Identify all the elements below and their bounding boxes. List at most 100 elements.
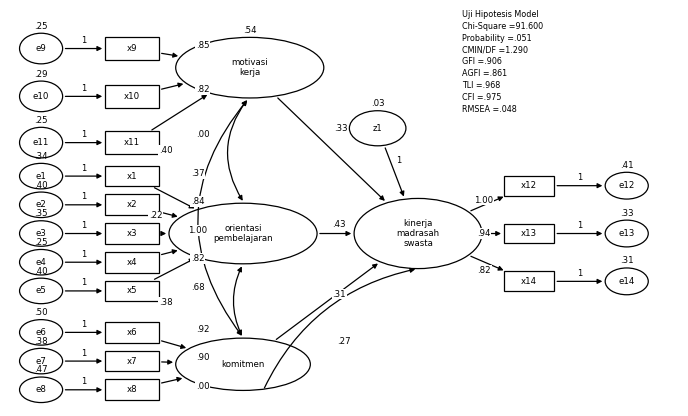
Bar xyxy=(105,322,159,343)
Text: 1: 1 xyxy=(81,320,87,329)
Text: e12: e12 xyxy=(619,181,635,190)
Text: x10: x10 xyxy=(124,92,140,101)
Text: Uji Hipotesis Model
Chi-Square =91.600
Probability =.051
CMIN/DF =1.290
GFI =.90: Uji Hipotesis Model Chi-Square =91.600 P… xyxy=(462,10,543,114)
Bar xyxy=(105,194,159,215)
Text: 1: 1 xyxy=(577,173,583,182)
Text: x14: x14 xyxy=(521,277,537,286)
Text: e4: e4 xyxy=(36,258,47,267)
Text: e9: e9 xyxy=(36,44,47,53)
Text: z1: z1 xyxy=(373,124,383,133)
Text: .40: .40 xyxy=(34,181,48,190)
Text: .82: .82 xyxy=(477,266,491,275)
Text: x12: x12 xyxy=(521,181,537,190)
Text: e14: e14 xyxy=(619,277,635,286)
Text: .40: .40 xyxy=(34,267,48,276)
Text: .33: .33 xyxy=(620,208,634,218)
Text: x13: x13 xyxy=(521,229,537,238)
Text: .25: .25 xyxy=(34,116,48,125)
Bar xyxy=(105,351,159,371)
Text: x3: x3 xyxy=(127,229,138,238)
Text: .84: .84 xyxy=(191,197,205,206)
Bar xyxy=(504,224,555,243)
Text: .47: .47 xyxy=(34,366,48,374)
Text: kinerja
madrasah
swasta: kinerja madrasah swasta xyxy=(396,219,440,248)
Text: e2: e2 xyxy=(36,201,47,209)
Text: orientasi
pembelajaran: orientasi pembelajaran xyxy=(213,224,273,243)
Text: .50: .50 xyxy=(34,308,48,317)
Text: 1: 1 xyxy=(81,278,87,287)
Text: komitmen: komitmen xyxy=(222,360,265,369)
Text: e1: e1 xyxy=(36,172,47,181)
Text: e13: e13 xyxy=(619,229,635,238)
Text: e7: e7 xyxy=(36,357,47,366)
Bar xyxy=(105,131,159,154)
Text: .37: .37 xyxy=(191,169,205,178)
Text: x5: x5 xyxy=(127,287,138,295)
Text: .43: .43 xyxy=(332,220,346,229)
Text: .38: .38 xyxy=(34,337,48,346)
Text: e3: e3 xyxy=(36,229,47,238)
Text: .38: .38 xyxy=(159,297,173,307)
Text: .00: .00 xyxy=(196,382,209,391)
Bar xyxy=(105,85,159,108)
Text: .22: .22 xyxy=(149,211,162,220)
Text: e5: e5 xyxy=(36,287,47,295)
Bar xyxy=(105,166,159,186)
Text: .33: .33 xyxy=(334,124,347,133)
Text: x4: x4 xyxy=(127,258,138,267)
Bar xyxy=(504,272,555,291)
Text: .22: .22 xyxy=(196,327,209,336)
Text: x2: x2 xyxy=(127,201,138,209)
Text: x1: x1 xyxy=(127,172,138,181)
Text: .25: .25 xyxy=(34,238,48,247)
Text: x11: x11 xyxy=(124,138,140,147)
Text: 1: 1 xyxy=(81,221,87,230)
Text: 1: 1 xyxy=(81,349,87,358)
Text: x6: x6 xyxy=(127,328,138,337)
Text: .34: .34 xyxy=(34,152,48,161)
Bar xyxy=(105,379,159,400)
Bar xyxy=(504,176,555,196)
Text: e11: e11 xyxy=(33,138,50,147)
Text: .29: .29 xyxy=(34,69,48,79)
Text: 1: 1 xyxy=(81,36,87,45)
Text: e6: e6 xyxy=(36,328,47,337)
Text: .00: .00 xyxy=(196,130,209,139)
Text: .94: .94 xyxy=(477,229,491,238)
Text: 1: 1 xyxy=(577,269,583,278)
Text: 1.00: 1.00 xyxy=(189,226,208,235)
Text: .82: .82 xyxy=(196,86,209,94)
Bar xyxy=(105,223,159,244)
Text: .90: .90 xyxy=(196,354,209,362)
Text: .03: .03 xyxy=(371,99,385,109)
Text: 1: 1 xyxy=(81,163,87,173)
Text: 1: 1 xyxy=(81,192,87,201)
Text: .85: .85 xyxy=(196,42,209,50)
Text: 1: 1 xyxy=(81,250,87,259)
Text: 1.00: 1.00 xyxy=(475,196,493,205)
Text: .41: .41 xyxy=(620,161,634,170)
Text: .27: .27 xyxy=(337,337,351,347)
Text: 1: 1 xyxy=(577,221,583,230)
Text: .68: .68 xyxy=(191,282,205,292)
Text: motivasi
kerja: motivasi kerja xyxy=(231,58,268,77)
Text: x9: x9 xyxy=(127,44,137,53)
Text: 1: 1 xyxy=(81,84,87,93)
Text: x7: x7 xyxy=(127,357,138,366)
Bar xyxy=(105,280,159,301)
Text: .25: .25 xyxy=(34,22,48,31)
Text: .82: .82 xyxy=(191,254,205,263)
Text: .31: .31 xyxy=(332,290,346,299)
Text: e8: e8 xyxy=(36,385,47,394)
Text: e10: e10 xyxy=(33,92,50,101)
Text: 1: 1 xyxy=(81,130,87,139)
Bar xyxy=(105,252,159,272)
Text: .54: .54 xyxy=(243,26,257,35)
Text: .40: .40 xyxy=(159,146,173,155)
Text: 1: 1 xyxy=(396,156,402,165)
Bar xyxy=(105,37,159,60)
Text: .35: .35 xyxy=(34,209,48,218)
Text: 1: 1 xyxy=(81,377,87,386)
Text: .92: .92 xyxy=(196,325,209,334)
Text: x8: x8 xyxy=(127,385,138,394)
